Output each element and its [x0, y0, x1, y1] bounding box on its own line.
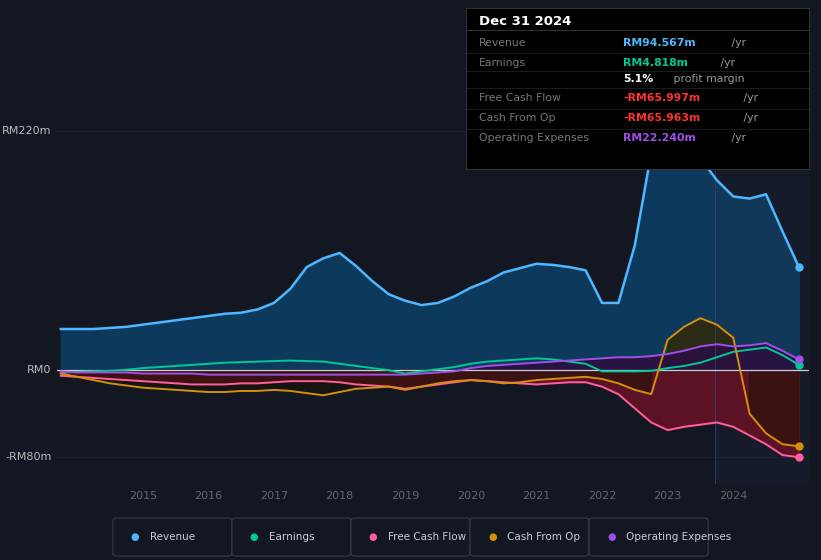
- Text: Dec 31 2024: Dec 31 2024: [479, 15, 571, 28]
- Text: RM22.240m: RM22.240m: [623, 133, 696, 143]
- Text: Free Cash Flow: Free Cash Flow: [388, 532, 466, 542]
- Text: /yr: /yr: [717, 58, 735, 68]
- Text: Free Cash Flow: Free Cash Flow: [479, 93, 561, 103]
- Text: Operating Expenses: Operating Expenses: [479, 133, 589, 143]
- Text: profit margin: profit margin: [670, 74, 744, 84]
- Text: /yr: /yr: [740, 93, 758, 103]
- Text: ●: ●: [488, 532, 497, 542]
- Text: ●: ●: [131, 532, 140, 542]
- Text: RM220m: RM220m: [2, 126, 52, 136]
- Text: Cash From Op: Cash From Op: [507, 532, 580, 542]
- Text: ●: ●: [250, 532, 259, 542]
- Text: ●: ●: [607, 532, 616, 542]
- Text: -RM65.963m: -RM65.963m: [623, 113, 700, 123]
- Text: -RM80m: -RM80m: [5, 452, 52, 462]
- Text: Earnings: Earnings: [269, 532, 314, 542]
- Text: Cash From Op: Cash From Op: [479, 113, 556, 123]
- Text: Revenue: Revenue: [479, 38, 527, 48]
- Text: 5.1%: 5.1%: [623, 74, 654, 84]
- Bar: [715, 101, 809, 484]
- Text: RM94.567m: RM94.567m: [623, 38, 696, 48]
- Text: RM0: RM0: [27, 365, 52, 375]
- Text: Operating Expenses: Operating Expenses: [626, 532, 732, 542]
- Text: -RM65.997m: -RM65.997m: [623, 93, 700, 103]
- Text: Earnings: Earnings: [479, 58, 526, 68]
- Text: /yr: /yr: [740, 113, 758, 123]
- Text: /yr: /yr: [728, 38, 746, 48]
- Text: Revenue: Revenue: [149, 532, 195, 542]
- Text: /yr: /yr: [728, 133, 746, 143]
- Text: ●: ●: [369, 532, 378, 542]
- Text: RM4.818m: RM4.818m: [623, 58, 688, 68]
